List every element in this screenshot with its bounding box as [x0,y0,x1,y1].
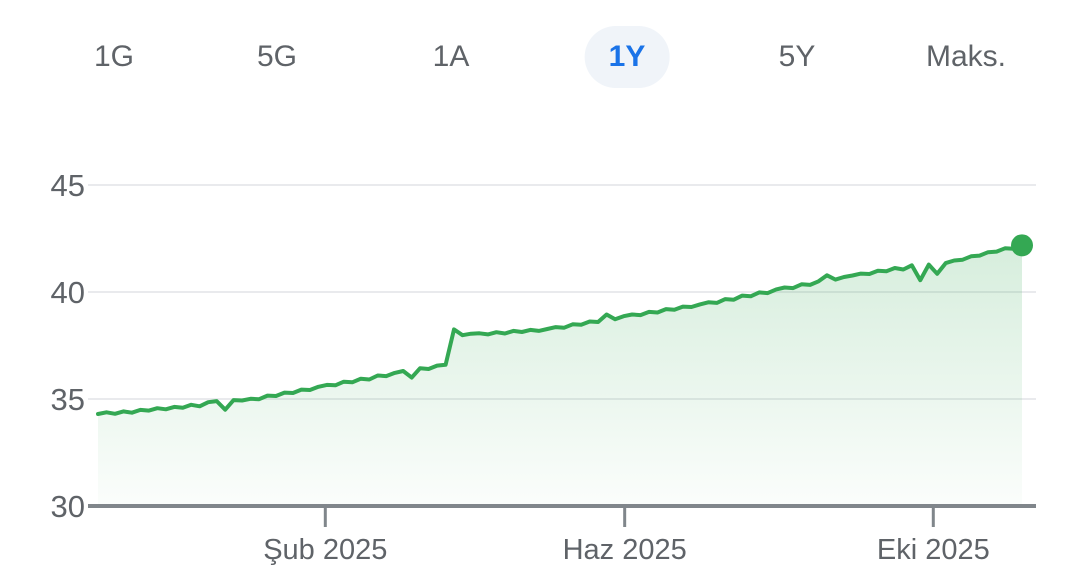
y-tick-label: 45 [51,168,85,203]
tab-maks[interactable]: Maks. [902,26,1030,88]
x-tick-label: Eki 2025 [877,534,990,566]
y-tick-label: 35 [51,382,85,417]
tab-1a[interactable]: 1A [409,26,494,88]
price-line [96,243,1024,416]
endpoint-dot [1011,234,1033,257]
tab-1y[interactable]: 1Y [584,26,670,88]
area-fill [98,245,1022,507]
x-tick-label: Haz 2025 [563,534,687,566]
y-tick-label: 30 [51,489,85,524]
tab-5y[interactable]: 5Y [755,26,840,88]
tab-1g[interactable]: 1G [70,26,158,88]
tab-5g[interactable]: 5G [233,26,321,88]
time-range-tabs: 1G 5G 1A 1Y 5Y Maks. [0,0,1079,118]
y-tick-label: 40 [51,275,85,310]
x-tick-label: Şub 2025 [263,534,387,566]
